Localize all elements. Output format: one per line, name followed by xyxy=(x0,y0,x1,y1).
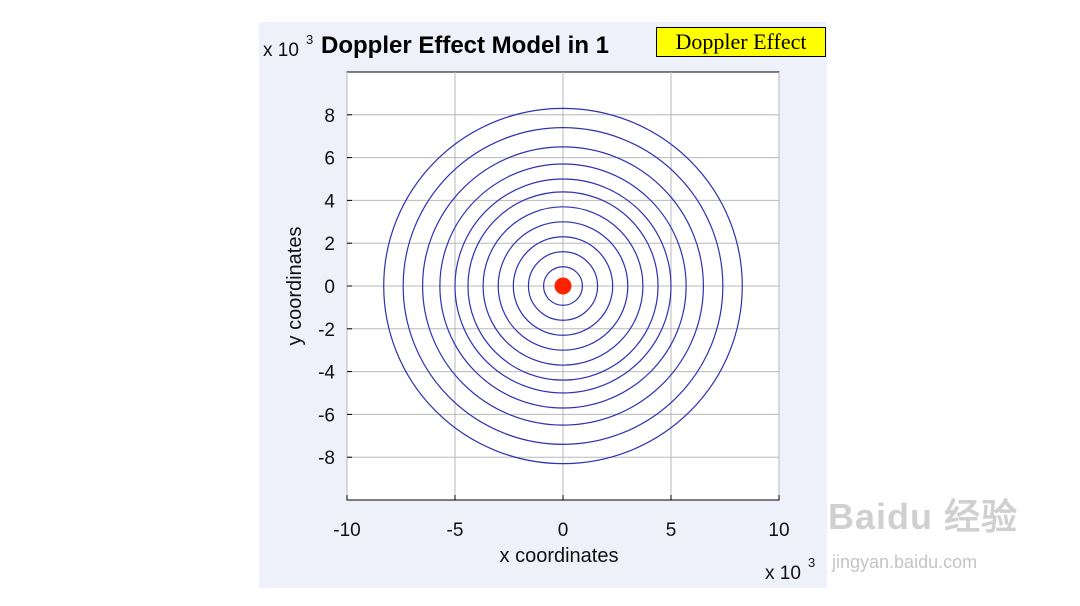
x-axis-label: x coordinates xyxy=(500,545,619,567)
y-axis-label: y coordinates xyxy=(284,227,306,346)
y-multiplier: x 10 xyxy=(263,40,299,61)
wavefront-circle xyxy=(542,266,584,306)
y-tick-label: 8 xyxy=(324,106,335,127)
figure: -10 -5 0 5 10 -8 -6 -4 -2 0 2 4 6 8 x coordinates y coo… xyxy=(259,22,827,588)
x-tick-label: 10 xyxy=(768,520,789,541)
wavefront-circle xyxy=(527,251,599,321)
doppler-chart: -10 -5 0 5 10 -8 -6 -4 -2 0 2 4 6 8 x coordinates y coo… xyxy=(259,22,827,588)
x-multiplier-exponent: 3 xyxy=(808,555,815,570)
watermark-url: jingyan.baidu.com xyxy=(832,552,978,572)
sound-source-point xyxy=(554,277,572,295)
x-tick-label: -5 xyxy=(447,520,464,541)
x-tick-label: 0 xyxy=(558,520,569,541)
y-multiplier-exponent: 3 xyxy=(306,32,313,47)
y-tick-label: -8 xyxy=(318,448,335,469)
y-tick-label: 6 xyxy=(324,149,335,170)
wavefronts xyxy=(383,107,743,465)
chart-title: Doppler Effect Model in 1 xyxy=(321,32,609,59)
x-tick-label: 5 xyxy=(666,520,677,541)
y-tick-label: 2 xyxy=(324,234,335,255)
y-tick-label: -4 xyxy=(318,363,335,384)
wavefront-circle xyxy=(402,127,724,445)
wavefront-circle xyxy=(497,221,629,351)
wavefront-circle xyxy=(383,107,743,465)
x-multiplier: x 10 xyxy=(765,563,801,584)
x-tick-label: -10 xyxy=(333,520,360,541)
y-tick-label: -2 xyxy=(318,320,335,341)
tick-labels: -10 -5 0 5 10 -8 -6 -4 -2 0 2 4 6 8 xyxy=(318,106,789,541)
y-tick-label: 4 xyxy=(324,191,335,212)
wavefront-circle xyxy=(512,236,614,336)
wavefront-circle xyxy=(422,146,704,426)
watermark-logo: Baidu 经验 xyxy=(828,496,1019,537)
grid-lines xyxy=(346,72,780,500)
wavefront-circle xyxy=(467,191,659,381)
y-tick-label: -6 xyxy=(318,405,335,426)
y-tick-label: 0 xyxy=(324,277,335,298)
wavefront-circle xyxy=(454,178,672,394)
legend: Doppler Effect xyxy=(656,27,826,57)
wavefront-circle xyxy=(439,163,687,409)
baidu-watermark: Baidu 经验 jingyan.baidu.com xyxy=(828,488,1018,588)
wavefront-circle xyxy=(482,206,644,366)
